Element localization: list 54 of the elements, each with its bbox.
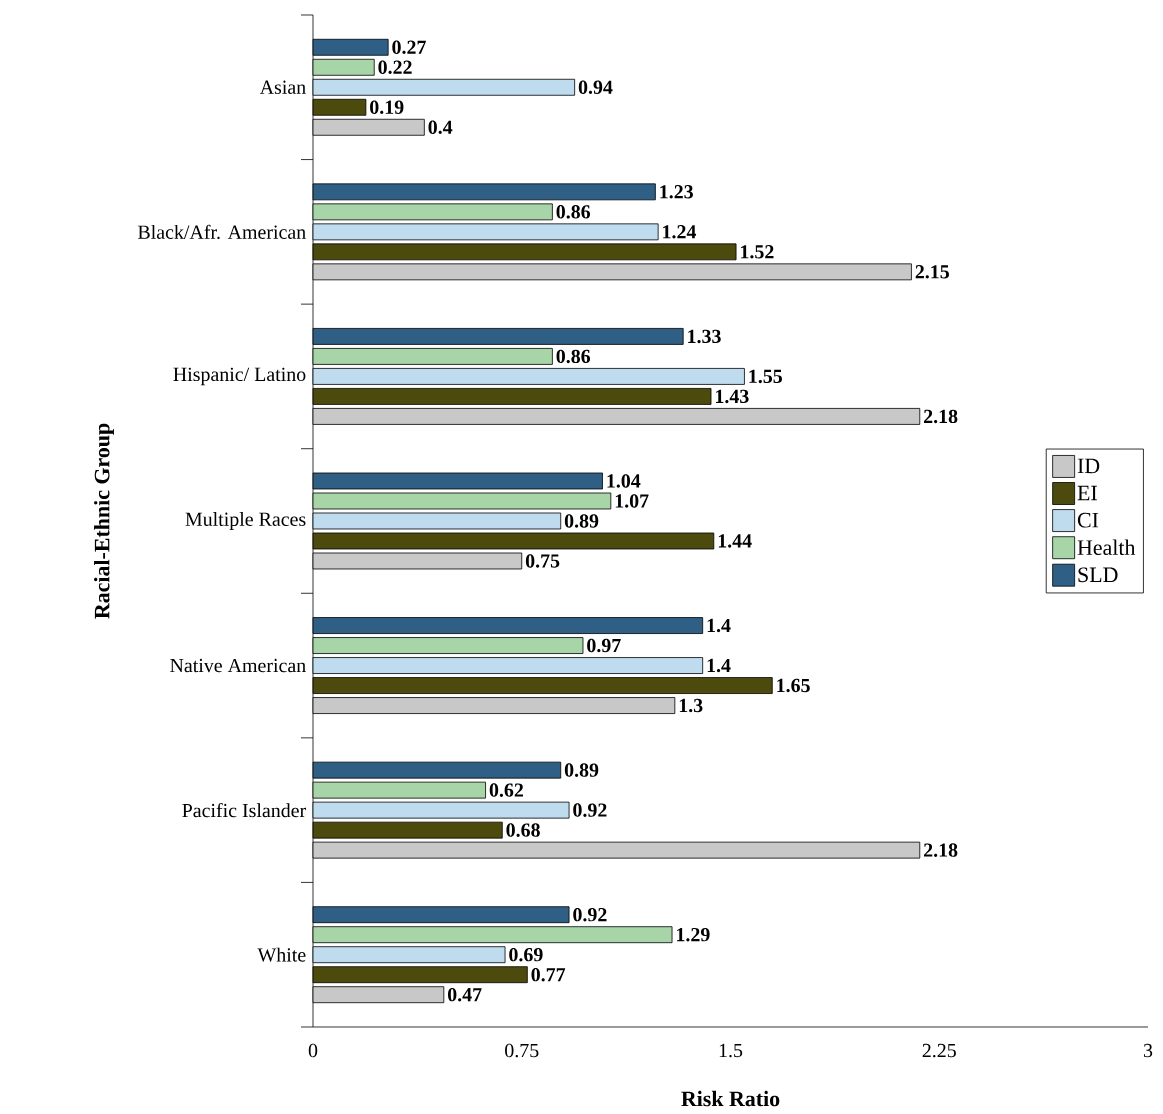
data-label: 0.94 (578, 80, 613, 95)
x-axis-title: Risk Ratio (681, 1090, 780, 1107)
data-label: 1.52 (741, 245, 774, 259)
x-tick-label: 3 (1143, 1043, 1153, 1058)
data-label: 0.69 (509, 947, 543, 962)
data-label: 0.77 (531, 967, 566, 982)
data-label: 0.22 (378, 60, 412, 75)
data-label: 2.18 (924, 409, 958, 424)
data-label: 0.68 (506, 823, 540, 837)
data-label: 0.86 (556, 349, 591, 364)
data-label: 2.15 (915, 265, 949, 279)
data-label: 2.18 (924, 843, 958, 857)
y-tick-label: Native American (170, 658, 306, 673)
x-tick-label: 2.25 (922, 1043, 956, 1058)
y-tick-label: White (257, 947, 306, 962)
data-label: 1.4 (707, 658, 731, 673)
data-label: 1.3 (679, 698, 703, 713)
x-tick-label: 1.5 (719, 1043, 743, 1058)
legend-label: SLD (1078, 567, 1118, 583)
data-label: 0.27 (392, 40, 426, 55)
y-tick-label: Pacific Islander (182, 803, 306, 818)
y-axis-title: Racial-Ethnic Group (94, 423, 114, 619)
data-label: 1.24 (663, 225, 697, 239)
data-label: 1.04 (607, 474, 641, 488)
x-tick-label: 0.75 (505, 1043, 539, 1058)
data-label: 1.29 (677, 927, 710, 942)
y-tick-label: Hispanic/ Latino (173, 367, 306, 386)
data-label: 1.44 (718, 534, 752, 548)
data-label: 0.89 (564, 514, 599, 528)
data-label: 0.47 (447, 987, 482, 1002)
data-label: 1.55 (749, 369, 782, 384)
data-label: 1.4 (707, 618, 731, 633)
data-label: 1.33 (688, 329, 721, 344)
y-tick-label: Asian (259, 80, 306, 94)
data-label: 0.97 (587, 638, 621, 653)
y-tick-label: Multiple Races (185, 511, 306, 531)
data-label: 0.62 (489, 783, 523, 797)
data-label: 0.92 (573, 803, 607, 817)
legend-label: EI (1077, 485, 1097, 501)
data-label: 1.65 (777, 678, 810, 693)
data-label: 0.86 (556, 205, 591, 219)
data-label: 0.89 (564, 763, 599, 777)
data-label: 0.19 (370, 100, 404, 115)
x-tick-label: 0 (308, 1043, 318, 1058)
y-tick-label: Black/Afr. American (138, 224, 306, 240)
legend-label: CI (1077, 512, 1099, 528)
data-label: 1.07 (615, 494, 649, 508)
legend-label: Health (1077, 539, 1136, 556)
data-label: 1.43 (716, 389, 749, 404)
legend-label: ID (1077, 458, 1100, 474)
data-label: 0.75 (525, 554, 560, 568)
data-label: 0.92 (573, 907, 607, 922)
data-label: 1.23 (660, 185, 693, 199)
data-label: 0.4 (428, 120, 453, 135)
